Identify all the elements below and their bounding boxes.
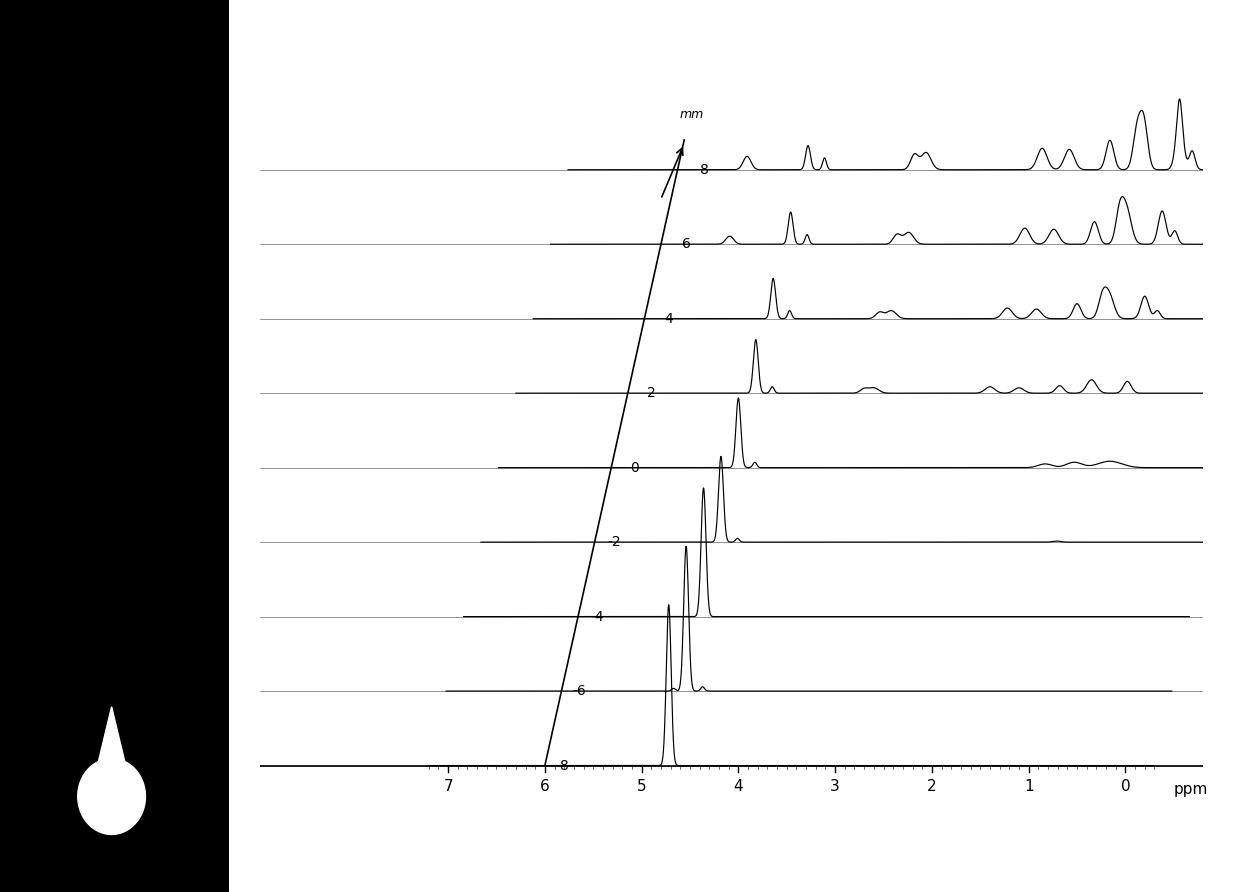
Text: 7: 7 (443, 779, 453, 794)
Polygon shape (78, 758, 145, 834)
Text: mm: mm (680, 108, 704, 121)
Text: 3: 3 (831, 779, 839, 794)
Text: 2: 2 (928, 779, 936, 794)
FancyArrowPatch shape (662, 148, 683, 197)
Text: 4: 4 (734, 779, 743, 794)
Text: -2: -2 (608, 535, 621, 549)
Text: 1: 1 (1024, 779, 1033, 794)
Text: 6: 6 (539, 779, 549, 794)
Text: 0: 0 (630, 460, 639, 475)
Text: 0: 0 (1121, 779, 1130, 794)
Text: ppm: ppm (1174, 782, 1208, 797)
Text: 2: 2 (647, 386, 656, 401)
Polygon shape (92, 706, 131, 790)
Text: -8: -8 (556, 758, 569, 772)
Text: -6: -6 (573, 684, 587, 698)
Text: 4: 4 (665, 311, 673, 326)
Text: -4: -4 (590, 609, 604, 624)
Text: 8: 8 (699, 162, 708, 177)
Text: 6: 6 (682, 237, 691, 252)
Text: 5: 5 (637, 779, 646, 794)
